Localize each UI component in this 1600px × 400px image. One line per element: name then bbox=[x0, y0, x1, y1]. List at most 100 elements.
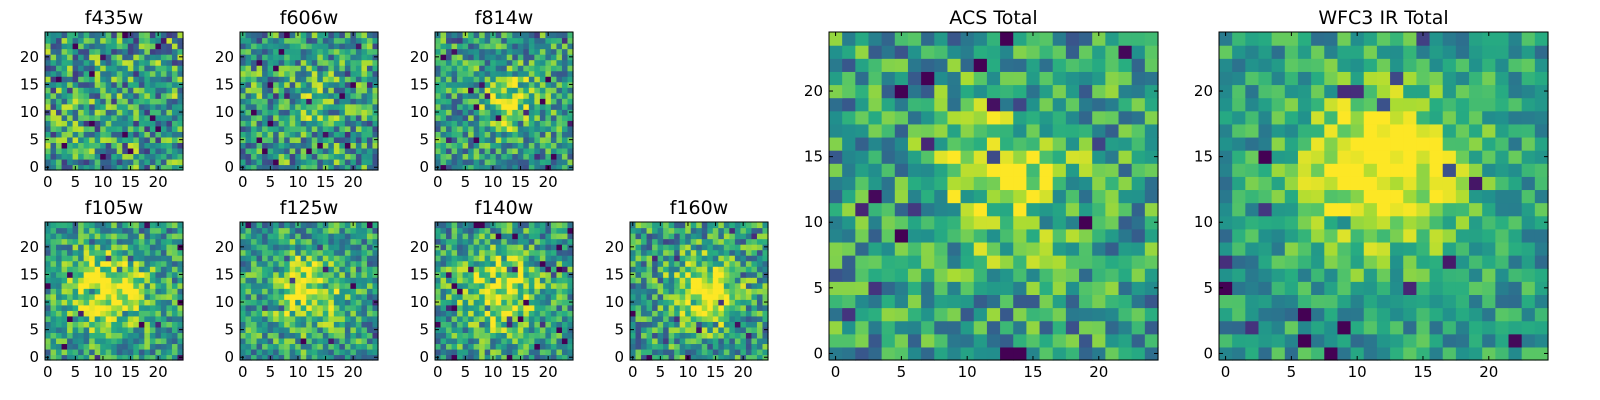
heatmap-cell bbox=[855, 215, 870, 230]
heatmap-cell bbox=[262, 153, 269, 160]
heatmap-cell bbox=[144, 337, 151, 345]
heatmap-cell bbox=[685, 244, 692, 251]
heatmap-cell bbox=[512, 332, 519, 339]
heatmap-cell bbox=[947, 150, 962, 164]
heatmap-cell bbox=[440, 120, 447, 127]
axes-frame bbox=[239, 221, 379, 361]
heatmap-cell bbox=[166, 158, 173, 166]
heatmap-cell bbox=[674, 310, 681, 317]
heatmap-cell bbox=[111, 81, 118, 88]
heatmap-cell bbox=[328, 266, 335, 273]
heatmap-cell bbox=[973, 150, 988, 164]
heatmap-cell bbox=[855, 346, 870, 361]
heatmap-cell bbox=[361, 92, 368, 99]
heatmap-cell bbox=[1144, 241, 1159, 256]
heatmap-cell bbox=[339, 32, 346, 39]
heatmap-cell bbox=[61, 54, 68, 61]
heatmap-cell bbox=[468, 43, 475, 50]
heatmap-cell bbox=[155, 227, 162, 234]
heatmap-cell bbox=[528, 348, 535, 356]
heatmap-cell bbox=[267, 81, 274, 88]
heatmap-cell bbox=[105, 120, 112, 127]
heatmap-cell bbox=[718, 343, 725, 350]
heatmap-cell bbox=[921, 163, 935, 177]
heatmap-cell bbox=[105, 332, 112, 339]
heatmap-cell bbox=[679, 244, 686, 251]
heatmap-cell bbox=[262, 244, 269, 251]
heatmap-cell bbox=[501, 65, 508, 72]
heatmap-cell bbox=[545, 76, 552, 83]
heatmap-cell bbox=[457, 48, 464, 55]
heatmap-cell bbox=[723, 282, 730, 289]
heatmap-cell bbox=[78, 76, 85, 83]
heatmap-cell bbox=[267, 120, 274, 127]
heatmap-cell bbox=[473, 109, 480, 116]
heatmap-cell bbox=[56, 48, 63, 55]
heatmap-cell bbox=[479, 260, 486, 267]
heatmap-cell bbox=[245, 315, 252, 322]
heatmap-cell bbox=[567, 32, 574, 39]
heatmap-cell bbox=[484, 43, 491, 50]
heatmap-cell bbox=[295, 87, 302, 94]
heatmap-cell bbox=[479, 32, 486, 39]
heatmap-cell bbox=[1105, 281, 1120, 295]
heatmap-cell bbox=[534, 310, 541, 317]
heatmap-cell bbox=[517, 238, 524, 245]
heatmap-cell bbox=[267, 87, 274, 94]
heatmap-cell bbox=[278, 92, 285, 99]
heatmap-cell bbox=[339, 354, 346, 361]
heatmap-cell bbox=[256, 48, 263, 55]
heatmap-cell bbox=[960, 333, 975, 348]
heatmap-cell bbox=[366, 131, 374, 138]
heatmap-cell bbox=[149, 142, 156, 149]
heatmap-cell bbox=[646, 260, 653, 267]
heatmap-cell bbox=[50, 255, 57, 262]
heatmap-cell bbox=[171, 299, 179, 306]
heatmap-cell bbox=[707, 326, 714, 333]
heatmap-cell bbox=[756, 260, 764, 267]
heatmap-cell bbox=[72, 233, 79, 240]
heatmap-cell bbox=[468, 32, 475, 39]
heatmap-cell bbox=[484, 76, 491, 83]
heatmap-cell bbox=[138, 48, 145, 55]
heatmap-cell bbox=[457, 255, 464, 262]
heatmap-cell bbox=[295, 43, 302, 50]
heatmap-cell bbox=[462, 348, 469, 356]
heatmap-cell bbox=[322, 282, 329, 289]
heatmap-cell bbox=[306, 282, 313, 289]
heatmap-cell bbox=[685, 260, 692, 267]
heatmap-cell bbox=[339, 233, 346, 240]
heatmap-cell bbox=[473, 266, 480, 273]
heatmap-cell bbox=[468, 87, 475, 94]
heatmap-cell bbox=[311, 332, 318, 339]
heatmap-cell bbox=[734, 310, 741, 317]
heatmap-cell bbox=[1052, 163, 1067, 177]
heatmap-cell bbox=[251, 310, 258, 317]
heatmap-cell bbox=[105, 315, 112, 322]
heatmap-cell bbox=[740, 332, 747, 339]
heatmap-cell bbox=[756, 326, 764, 333]
heatmap-cell bbox=[479, 271, 486, 278]
heatmap-cell bbox=[490, 332, 497, 339]
heatmap-cell bbox=[718, 238, 725, 245]
heatmap-cell bbox=[328, 43, 335, 50]
heatmap-cell bbox=[116, 260, 123, 267]
heatmap-cell bbox=[350, 37, 357, 44]
heatmap-cell bbox=[473, 315, 480, 322]
heatmap-cell bbox=[756, 271, 764, 278]
heatmap-cell bbox=[523, 32, 530, 39]
heatmap-cell bbox=[934, 150, 949, 164]
heatmap-cell bbox=[446, 142, 453, 149]
heatmap-cell bbox=[133, 147, 140, 155]
heatmap-cell bbox=[116, 125, 123, 132]
heatmap-cell bbox=[111, 87, 118, 94]
heatmap-cell bbox=[289, 266, 296, 273]
heatmap-cell bbox=[947, 202, 962, 217]
heatmap-cell bbox=[155, 293, 162, 300]
heatmap-cell bbox=[539, 282, 546, 289]
heatmap-cell bbox=[160, 125, 168, 132]
heatmap-cell bbox=[484, 249, 491, 256]
heatmap-cell bbox=[1131, 333, 1146, 348]
heatmap-cell bbox=[534, 125, 541, 132]
heatmap-cell bbox=[311, 109, 318, 116]
